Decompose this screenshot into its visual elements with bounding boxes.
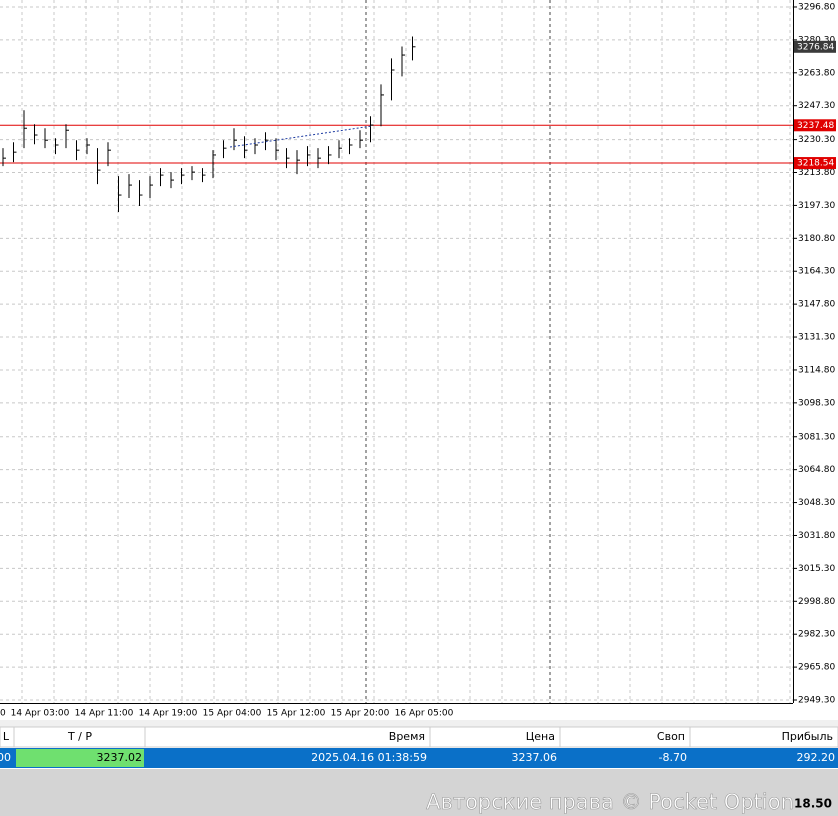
row-cell: 00 [0,751,11,764]
status-bar [0,769,838,816]
x-tick-label: 15 Apr 04:00 [203,709,262,719]
y-tick-label: 3081.30 [798,432,835,442]
header-cell: L [3,730,10,743]
table-row-selected[interactable] [0,748,838,768]
y-tick-label: 3230.30 [798,135,835,145]
x-tick-label: 15 Apr 12:00 [267,709,326,719]
x-tick-label: 16 Apr 05:00 [395,709,454,719]
x-tick-label: 14 Apr 03:00 [11,709,70,719]
y-tick-label: 2965.80 [798,663,835,673]
panel-splitter [0,720,838,727]
y-tick-label: 3064.80 [798,465,835,475]
y-tick-label: 3147.80 [798,300,835,310]
y-tick-label: 3263.80 [798,68,835,78]
x-tick-label: 14 Apr 19:00 [139,709,198,719]
y-tick-label: 3015.30 [798,564,835,574]
level-label: 3218.54 [797,159,834,169]
y-tick-label: 3247.30 [798,101,835,111]
plot-area [0,0,793,703]
watermark: Авторские права © Pocket Option [426,790,794,814]
price-label: 3276.84 [797,42,834,52]
y-tick-label: 3280.30 [798,35,835,45]
row-cell: 3237.02 [97,751,143,764]
level-tag [794,157,836,170]
y-tick-label: 3180.80 [798,234,835,244]
row-cell: 292.20 [797,751,836,764]
x-tick-label: 15 Apr 20:00 [331,709,390,719]
y-tick-label: 3031.80 [798,531,835,541]
y-tick-label: 3131.30 [798,333,835,343]
y-tick-label: 3296.80 [798,2,835,12]
row-cell: 2025.04.16 01:38:59 [311,751,427,764]
y-tick-label: 2998.80 [798,597,835,607]
status-value: 18.50 [794,797,832,811]
header-cell: Своп [657,730,685,743]
row-cell: -8.70 [659,751,687,764]
y-tick-label: 3098.30 [798,398,835,408]
level-label: 3237.48 [797,121,834,131]
x-tick-label: 0 [0,709,6,719]
level-tag [794,119,836,132]
x-tick-label: 14 Apr 11:00 [75,709,134,719]
y-tick-label: 2982.30 [798,630,835,640]
header-cell: Прибыль [782,730,833,743]
y-tick-label: 3048.30 [798,498,835,508]
tp-cell [16,749,144,767]
header-cell: Цена [526,730,555,743]
y-tick-label: 2949.30 [798,696,835,706]
header-cell: T / P [67,730,92,743]
price-tag [794,40,836,53]
y-tick-label: 3197.30 [798,201,835,211]
y-tick-label: 3114.80 [798,365,835,375]
y-tick-label: 3164.30 [798,267,835,277]
header-cell: Время [389,730,425,743]
row-cell: 3237.06 [512,751,558,764]
y-tick-label: 3213.80 [798,168,835,178]
table-header [0,726,838,748]
